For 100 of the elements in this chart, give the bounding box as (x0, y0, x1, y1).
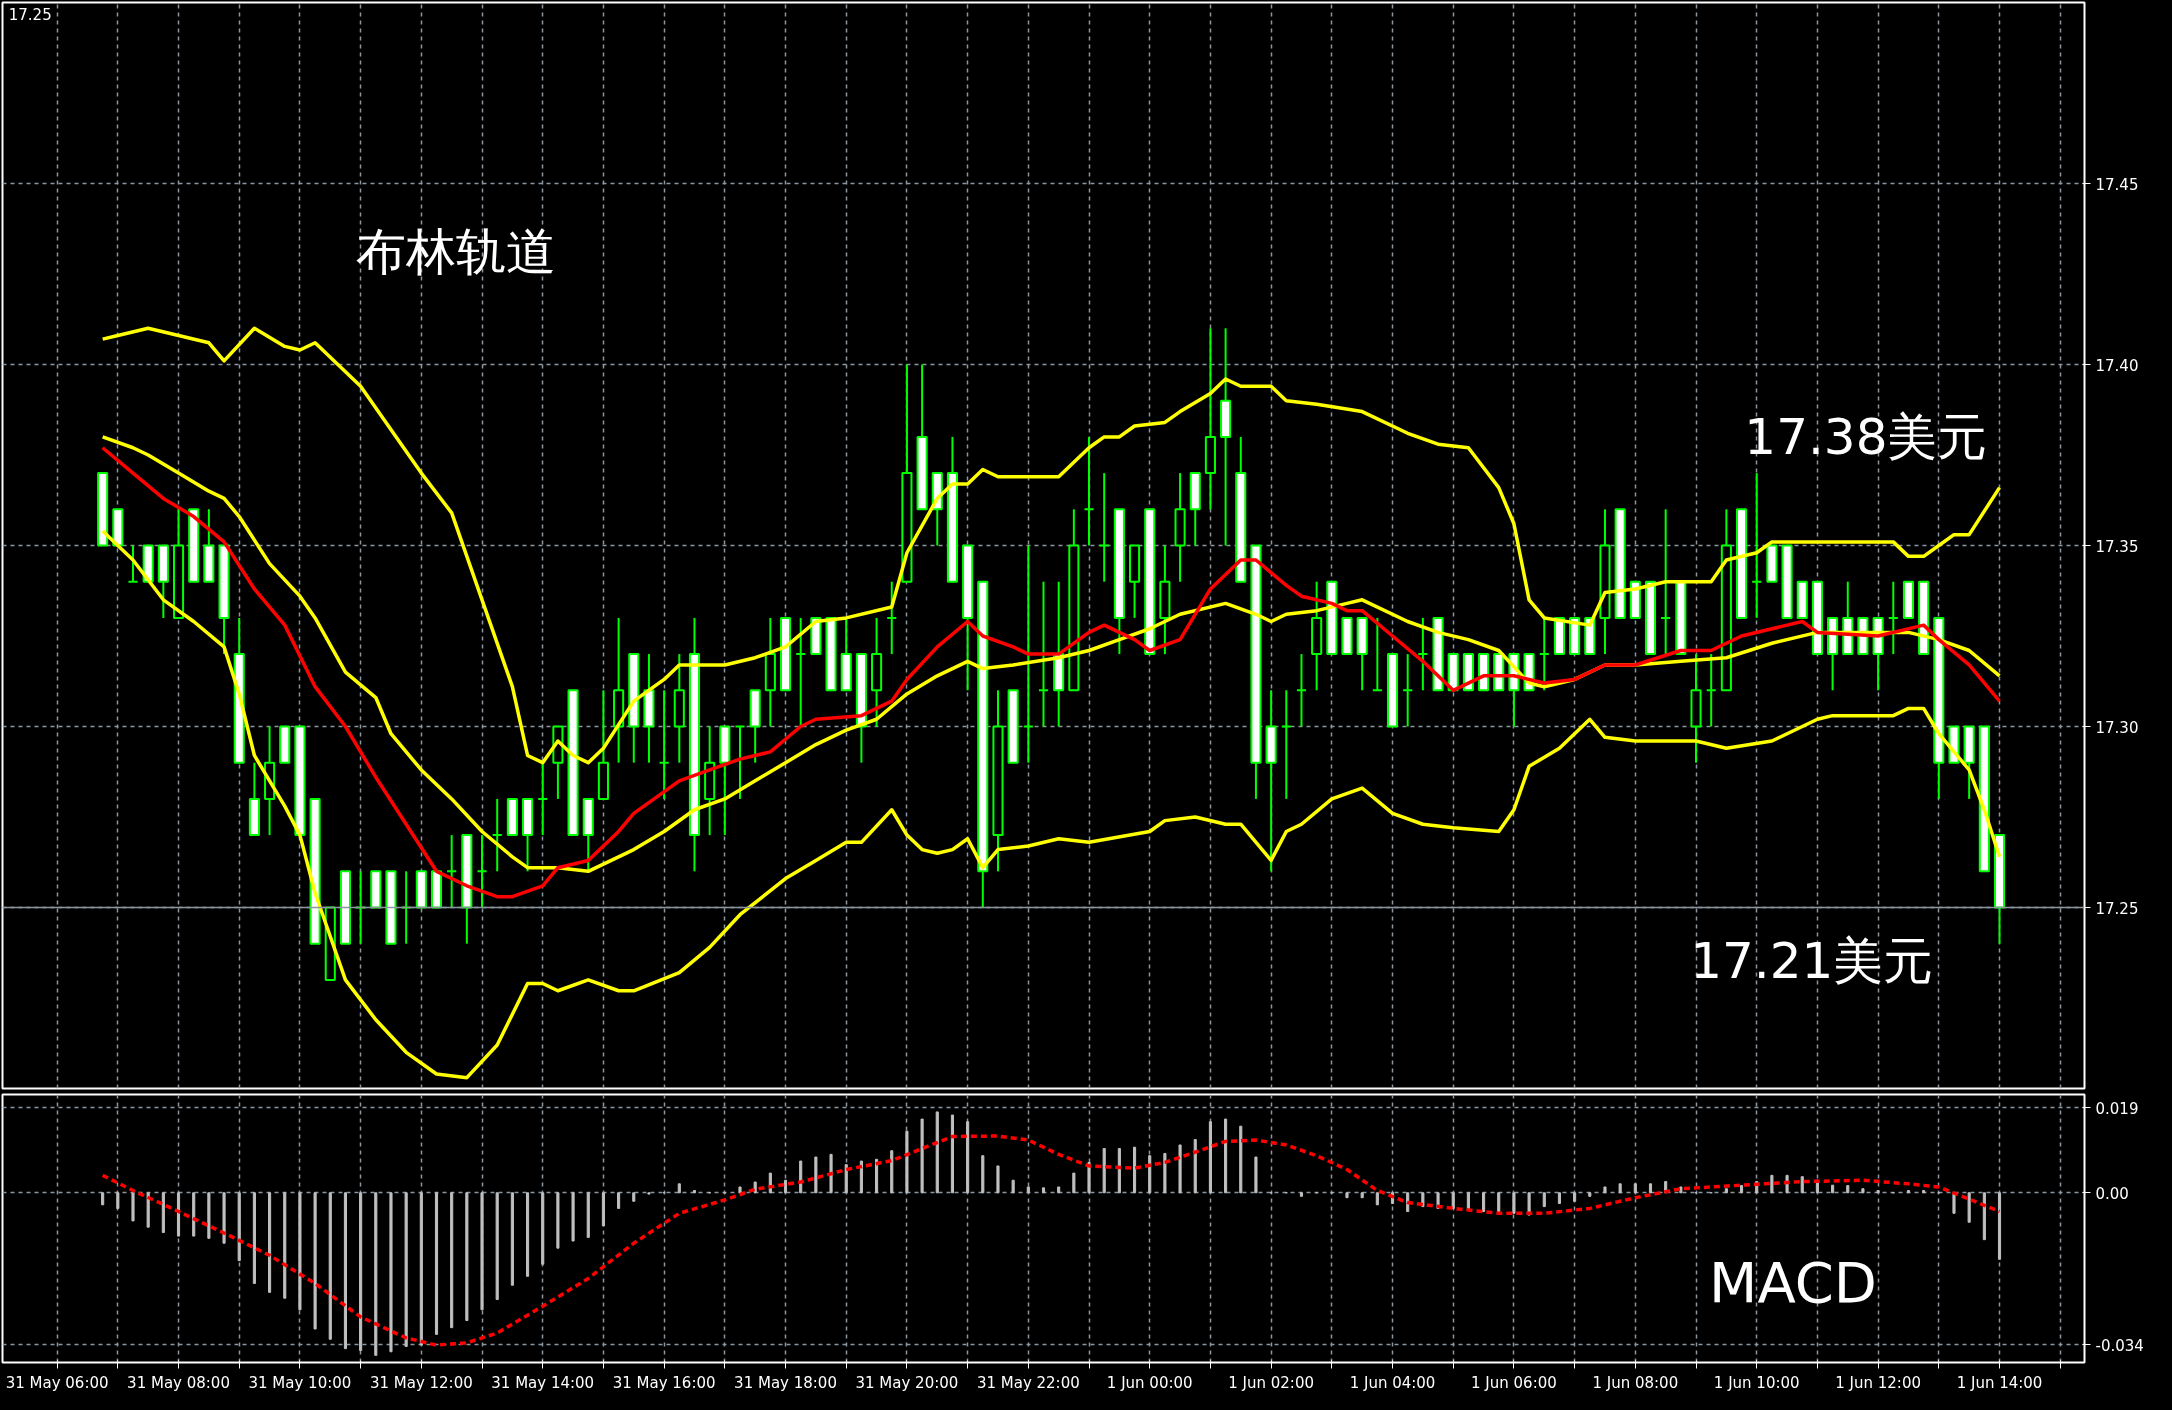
x-tick-label: 31 May 08:00 (127, 1373, 230, 1392)
candlestick (127, 544, 139, 583)
bar (981, 1155, 985, 1194)
candlestick (476, 834, 488, 909)
candlestick (1538, 616, 1550, 692)
bar (1573, 1192, 1577, 1202)
x-tick-label: 1 Jun 10:00 (1713, 1373, 1800, 1392)
bar (1163, 1152, 1167, 1194)
candlestick (355, 870, 367, 945)
bar (1618, 1183, 1622, 1194)
bar (753, 1181, 757, 1194)
candlestick (886, 580, 898, 656)
bar (875, 1158, 879, 1194)
bar (1482, 1192, 1486, 1213)
bar (1239, 1125, 1243, 1194)
bar (1132, 1146, 1137, 1194)
x-tick-label: 31 May 20:00 (855, 1373, 959, 1392)
bar (161, 1192, 165, 1234)
bar (1861, 1188, 1865, 1194)
bar (1588, 1192, 1592, 1197)
bar (1102, 1148, 1106, 1194)
candlestick (1402, 653, 1414, 728)
bar (1952, 1192, 1956, 1214)
bar (814, 1156, 818, 1194)
bar (738, 1186, 742, 1194)
y-tick-label: -0.034 (2095, 1336, 2144, 1355)
candlestick (1705, 653, 1717, 728)
y-tick-label: 17.30 (2095, 718, 2139, 737)
bar (1846, 1185, 1850, 1194)
bar (480, 1192, 484, 1311)
candlestick (795, 616, 807, 728)
y-tick-label: 17.40 (2095, 356, 2139, 375)
y-tick-label: 0.019 (2095, 1099, 2139, 1118)
x-tick-label: 31 May 14:00 (491, 1373, 595, 1392)
x-tick-label: 1 Jun 00:00 (1106, 1373, 1193, 1392)
bar (1451, 1192, 1455, 1209)
bar (222, 1192, 226, 1244)
bar (571, 1192, 575, 1242)
bar (677, 1183, 681, 1194)
bar (1512, 1192, 1516, 1214)
y-tick-label: 17.45 (2095, 175, 2139, 194)
candlestick (734, 725, 746, 800)
candlestick (1022, 544, 1034, 764)
bar (1360, 1192, 1364, 1199)
candlestick (1098, 472, 1110, 583)
annotation: 17.38美元 (1744, 407, 1988, 466)
bar (905, 1130, 909, 1194)
candlestick (1660, 508, 1672, 656)
bar (935, 1111, 939, 1194)
bar (1922, 1190, 1926, 1194)
bar (510, 1192, 514, 1286)
bar (1041, 1187, 1046, 1194)
bar (495, 1192, 499, 1301)
bar (1648, 1183, 1653, 1194)
annotation: 布林轨道 (356, 223, 557, 282)
bar (1345, 1192, 1349, 1199)
bar (556, 1192, 560, 1249)
candlestick (1887, 580, 1899, 656)
y-tick-label: 17.25 (2095, 899, 2139, 918)
bar (890, 1150, 894, 1194)
bar (252, 1192, 256, 1284)
bar (692, 1190, 697, 1194)
bar (1724, 1188, 1728, 1194)
bar (192, 1192, 196, 1237)
bar (1603, 1186, 1607, 1194)
bar (328, 1192, 332, 1340)
y-tick-label: 0.00 (2095, 1184, 2129, 1203)
bar (176, 1192, 181, 1237)
bar (541, 1192, 545, 1265)
bar (101, 1192, 105, 1206)
bar (146, 1192, 150, 1228)
bar (859, 1160, 863, 1194)
bar (465, 1192, 469, 1322)
bar (1997, 1192, 2002, 1260)
candlestick (1417, 616, 1429, 692)
bar (1633, 1183, 1637, 1194)
bar (298, 1192, 302, 1311)
bar (1224, 1118, 1228, 1194)
bar (601, 1192, 605, 1227)
x-tick-label: 31 May 06:00 (5, 1373, 109, 1392)
bar (1178, 1144, 1182, 1194)
candlestick (658, 689, 670, 800)
bar (207, 1192, 211, 1239)
bar (419, 1192, 423, 1346)
bar (525, 1192, 530, 1277)
x-tick-label: 1 Jun 12:00 (1835, 1373, 1921, 1392)
bar (1800, 1176, 1804, 1194)
bar (313, 1192, 317, 1330)
bar (1876, 1190, 1880, 1194)
bar (450, 1192, 454, 1329)
bar (389, 1192, 393, 1353)
annotation: 17.25 (8, 5, 52, 24)
bar (617, 1192, 621, 1209)
bar (1026, 1186, 1030, 1194)
bar (950, 1114, 955, 1194)
x-tick-label: 1 Jun 06:00 (1471, 1373, 1557, 1392)
bar (1557, 1192, 1562, 1204)
bar (1679, 1186, 1683, 1194)
bar (343, 1192, 348, 1350)
bar (374, 1192, 378, 1356)
